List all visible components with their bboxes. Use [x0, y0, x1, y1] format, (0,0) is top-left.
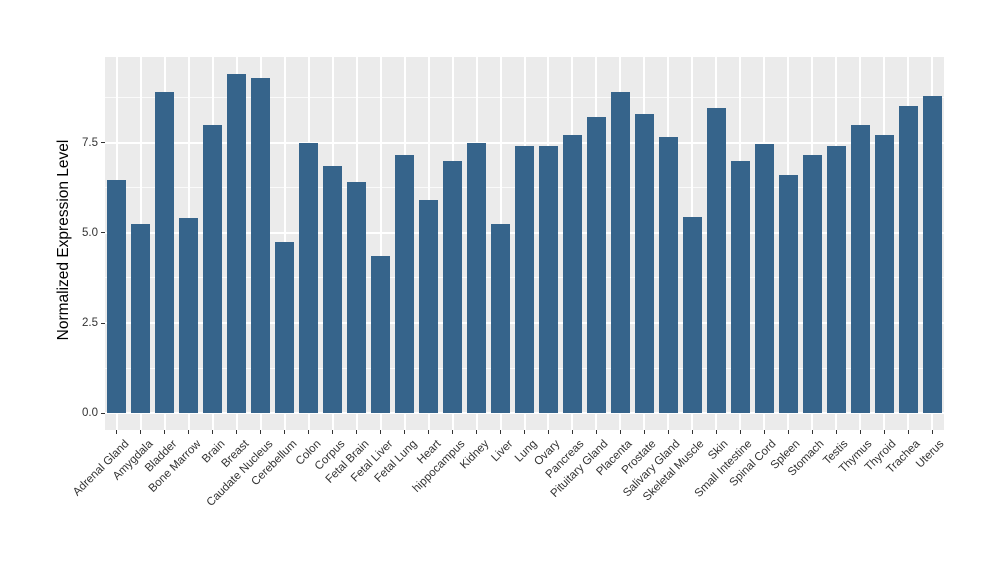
x-axis-tick-caudate-nucleus [260, 430, 262, 434]
x-axis-tick-adrenal-gland [116, 430, 118, 434]
bar-cerebellum [275, 241, 295, 414]
bar-uterus [922, 95, 942, 414]
x-axis-tick-testis [835, 430, 837, 434]
bar-pituitary-gland [586, 117, 606, 414]
plot-area [105, 57, 944, 430]
x-axis-tick-fetal-liver [380, 430, 382, 434]
x-axis-tick-skin [715, 430, 717, 434]
y-axis-tick-7.5 [101, 142, 105, 144]
y-axis-tick-5.0 [101, 232, 105, 234]
x-axis-tick-pituitary-gland [595, 430, 597, 434]
x-axis-tick-amygdala [140, 430, 142, 434]
bar-stomach [802, 155, 822, 414]
x-axis-tick-thymus [859, 430, 861, 434]
bar-fetal-brain [347, 182, 367, 414]
y-tick-label-7.5: 7.5 [82, 136, 98, 149]
gridline-x-fetal-liver [379, 57, 382, 430]
x-axis-tick-bone-marrow [188, 430, 190, 434]
x-axis-tick-bladder [164, 430, 166, 434]
x-axis-tick-lung [524, 430, 525, 434]
bar-testis [826, 146, 846, 414]
x-axis-tick-hippocampus [452, 430, 454, 434]
x-axis-tick-trachea [907, 430, 909, 434]
y-tick-label-0.0: 0.0 [82, 407, 98, 420]
y-tick-label-5.0: 5.0 [82, 226, 98, 239]
bar-bladder [155, 92, 175, 414]
x-axis-tick-ovary [547, 430, 549, 434]
y-axis-tick-0.0 [101, 412, 105, 414]
bar-thyroid [874, 135, 894, 414]
bar-skin [706, 108, 726, 414]
bar-colon [299, 142, 319, 414]
x-axis-tick-fetal-brain [356, 430, 358, 434]
bar-prostate [634, 113, 654, 414]
x-axis-tick-spinal-cord [763, 430, 765, 434]
bar-spinal-cord [754, 144, 774, 414]
x-axis-tick-cerebellum [284, 430, 286, 434]
bar-fetal-lung [395, 155, 415, 414]
x-axis-tick-spleen [787, 430, 789, 434]
bar-amygdala [131, 223, 151, 414]
bar-salivary-gland [658, 137, 678, 414]
x-axis-tick-colon [308, 430, 310, 434]
x-axis-tick-breast [236, 430, 238, 434]
bar-skeletal-muscle [682, 216, 702, 414]
x-axis-tick-uterus [931, 430, 933, 434]
x-axis-tick-skeletal-muscle [691, 430, 693, 434]
bar-placenta [610, 92, 630, 414]
x-axis-tick-small-intestine [739, 430, 741, 434]
x-axis-tick-placenta [619, 430, 621, 434]
x-axis-tick-brain [212, 430, 214, 434]
x-axis-tick-kidney [476, 430, 478, 434]
bar-breast [227, 73, 247, 414]
x-axis-tick-heart [428, 430, 430, 434]
x-axis-tick-thyroid [883, 430, 885, 434]
bar-brain [203, 124, 223, 414]
bar-lung [515, 146, 534, 414]
bar-adrenal-gland [107, 180, 127, 414]
bar-spleen [778, 175, 798, 414]
bar-hippocampus [443, 160, 463, 414]
bar-small-intestine [730, 160, 750, 414]
bar-ovary [538, 146, 558, 414]
x-axis-tick-liver [500, 430, 502, 434]
y-axis-title: Normalized Expression Level [55, 139, 72, 341]
x-axis-tick-corpus [332, 430, 334, 434]
bar-trachea [898, 106, 918, 414]
bar-kidney [467, 142, 487, 414]
bar-liver [491, 223, 511, 414]
bar-corpus [323, 166, 343, 414]
bar-pancreas [562, 135, 582, 414]
x-axis-tick-prostate [643, 430, 645, 434]
x-axis-tick-fetal-lung [404, 430, 406, 434]
bar-caudate-nucleus [251, 77, 271, 414]
bar-thymus [850, 124, 870, 414]
x-axis-tick-stomach [811, 430, 813, 434]
y-axis-tick-2.5 [101, 322, 105, 324]
y-tick-label-2.5: 2.5 [82, 317, 98, 330]
x-axis-tick-pancreas [571, 430, 573, 434]
bar-bone-marrow [179, 218, 199, 414]
bar-fetal-liver [371, 256, 391, 414]
bar-heart [419, 200, 439, 414]
x-axis-tick-salivary-gland [667, 430, 669, 434]
